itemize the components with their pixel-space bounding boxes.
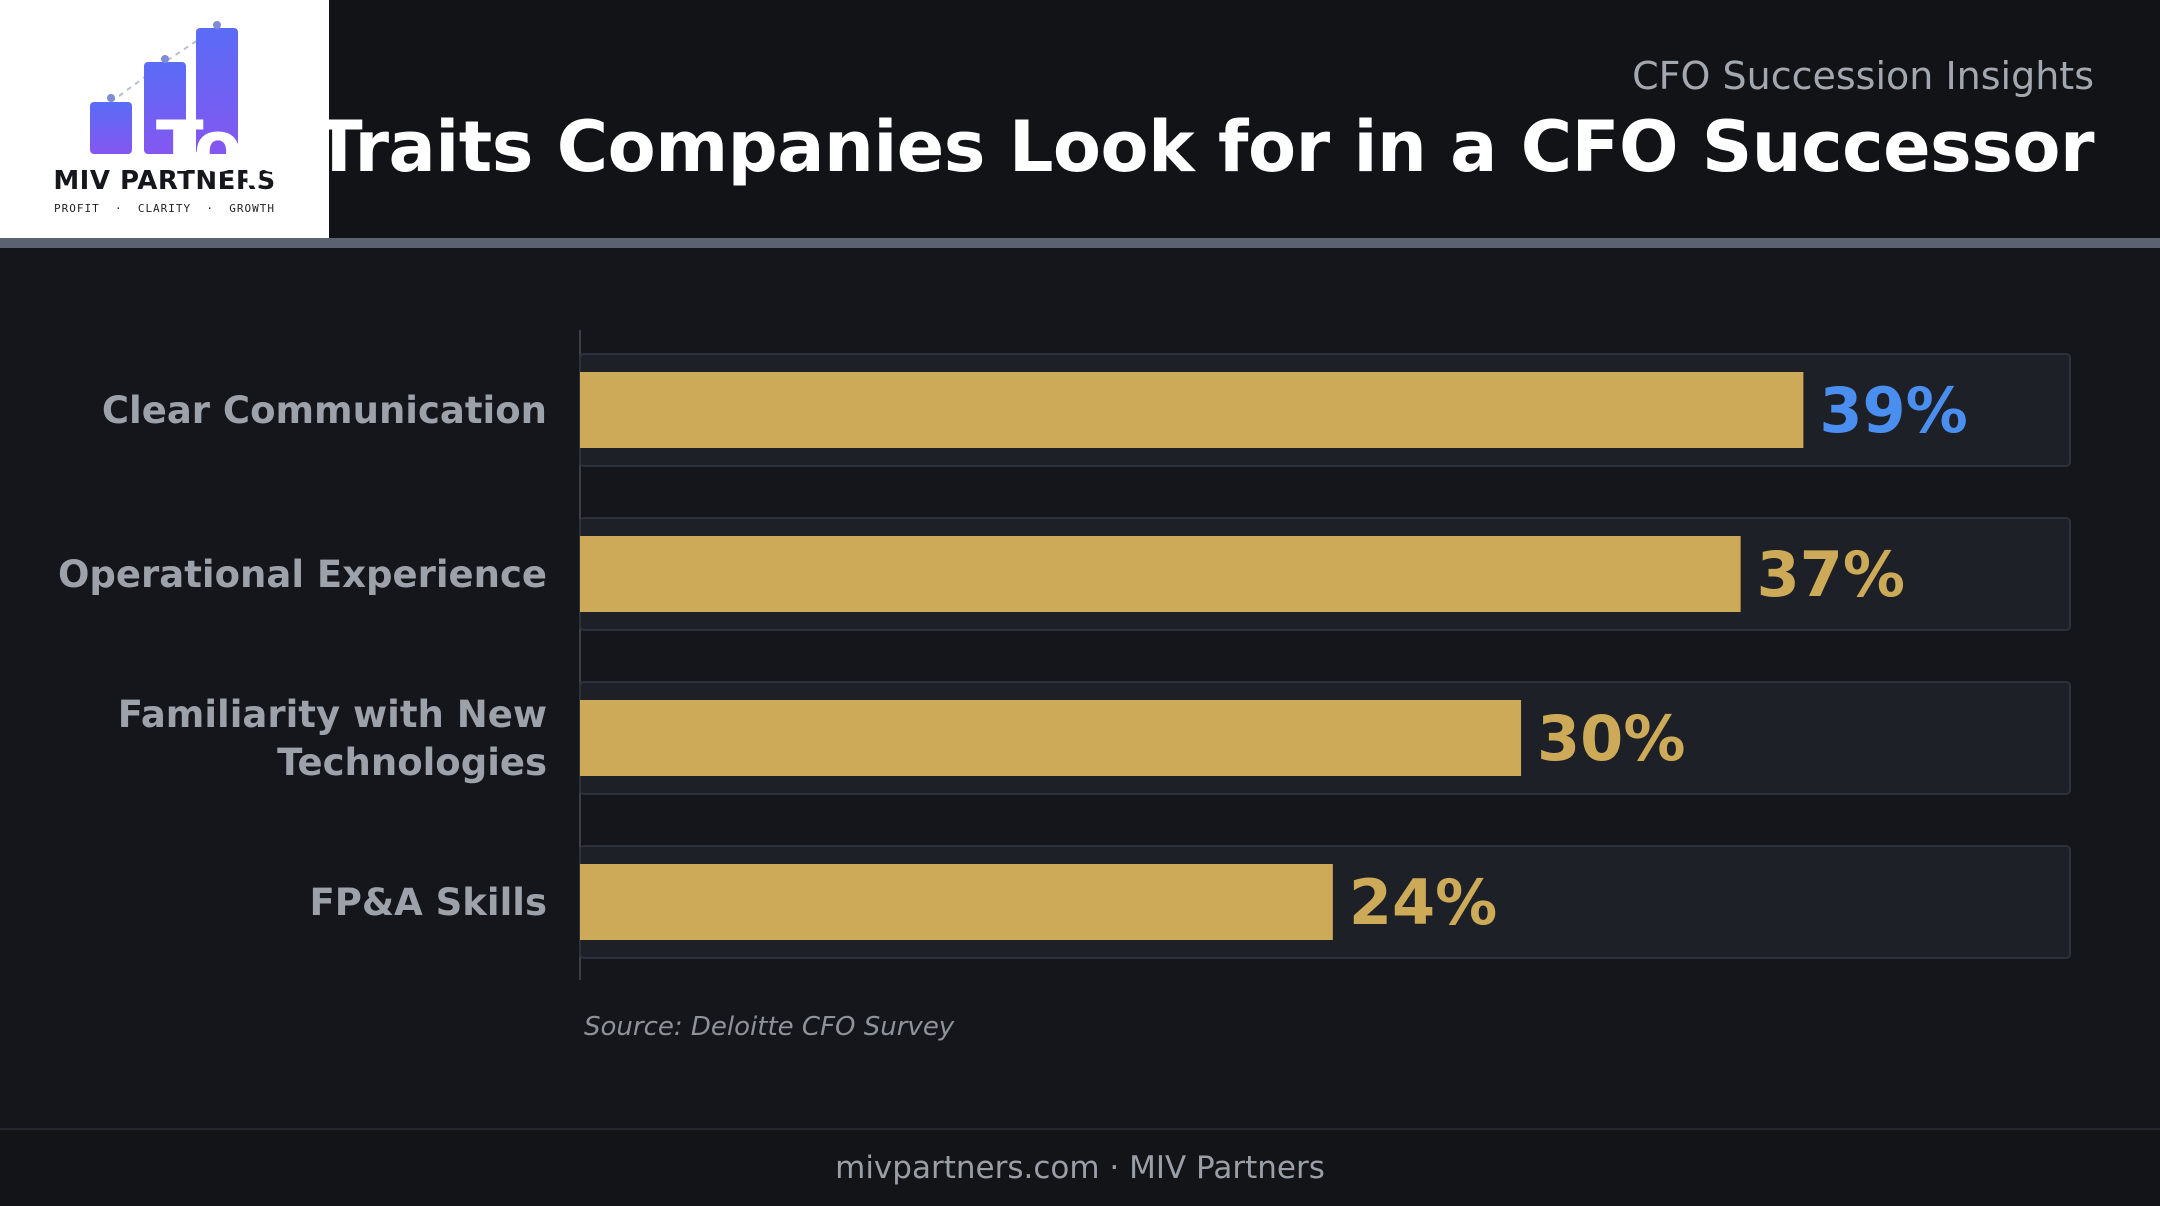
logo: MIV PARTNERS PROFIT · CLARITY · GROWTH [0, 0, 329, 238]
bar [580, 700, 1522, 776]
category-label: Clear Communication [102, 389, 547, 432]
category-label: FP&A Skills [309, 881, 547, 924]
category-label: Operational Experience [58, 553, 547, 596]
page-title: Top Traits Companies Look for in a CFO S… [155, 106, 2095, 188]
value-label: 39% [1819, 374, 1967, 447]
category-label: Familiarity with New [118, 693, 547, 736]
value-label: 24% [1349, 866, 1497, 939]
bar [580, 864, 1333, 940]
bar-chart-logo-icon [90, 21, 238, 154]
header-divider [0, 238, 2160, 248]
bar [580, 536, 1741, 612]
bar [580, 372, 1804, 448]
category-label: Technologies [277, 741, 547, 784]
value-label: 30% [1537, 702, 1685, 775]
bar-chart: Clear Communication 39% Operational Experi… [58, 330, 2071, 980]
footer-text: mivpartners.com · MIV Partners [835, 1150, 1325, 1186]
source-note: Source: Deloitte CFO Survey [584, 1012, 955, 1042]
page-subtitle: CFO Succession Insights [1632, 54, 2094, 98]
footer: mivpartners.com · MIV Partners [0, 1128, 2160, 1206]
header [0, 0, 2160, 238]
brand-tagline: PROFIT · CLARITY · GROWTH [53, 202, 276, 215]
brand-name: MIV PARTNERS [53, 166, 276, 196]
value-label: 37% [1757, 538, 1905, 611]
